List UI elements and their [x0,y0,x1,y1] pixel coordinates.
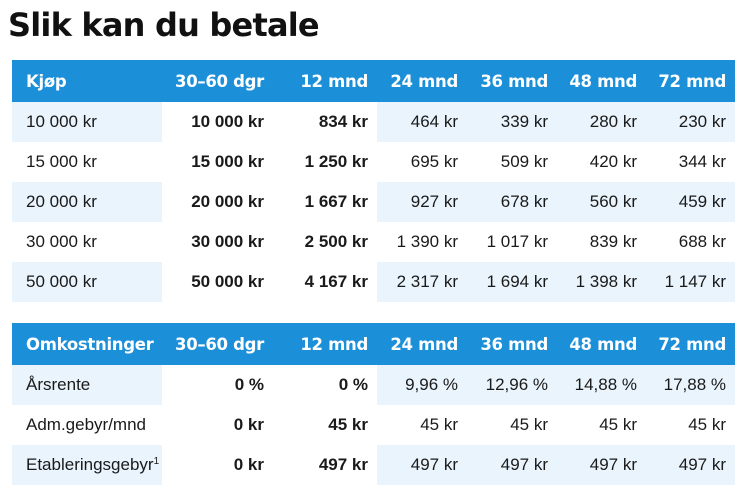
cell-72-months: 1 147 kr [646,262,735,302]
table-row: 10 000 kr 10 000 kr 834 kr 464 kr 339 kr… [12,102,735,142]
purchase-amount: 15 000 kr [12,142,162,182]
table-row: 20 000 kr 20 000 kr 1 667 kr 927 kr 678 … [12,182,735,222]
cell-12-months: 1 667 kr [273,182,377,222]
cell-24-months: 927 kr [377,182,467,222]
col-header-30-60-days: 30–60 dgr [175,334,264,354]
cell-12-months: 497 kr [273,445,377,485]
cell-12-months: 45 kr [273,405,377,445]
col-header-costs: Omkostninger [26,334,154,354]
col-header-36-months: 36 mnd [480,334,548,354]
cell-36-months: 1 694 kr [467,262,557,302]
table-row: 50 000 kr 50 000 kr 4 167 kr 2 317 kr 1 … [12,262,735,302]
col-header-12-months: 12 mnd [300,71,368,91]
cost-label: Adm.gebyr/mnd [12,405,162,445]
costs-table: Omkostninger 30–60 dgr 12 mnd 24 mnd 36 … [12,323,735,485]
cost-label-text: Etableringsgebyr [26,455,154,474]
footnote-marker: 1 [153,456,160,467]
cell-24-months: 2 317 kr [377,262,467,302]
cell-36-months: 339 kr [467,102,557,142]
cell-30-60-days: 15 000 kr [162,142,273,182]
cell-30-60-days: 0 kr [162,405,273,445]
cell-24-months: 497 kr [377,445,467,485]
cell-72-months: 688 kr [646,222,735,262]
cell-30-60-days: 0 % [162,365,273,405]
cell-48-months: 420 kr [557,142,646,182]
cell-48-months: 280 kr [557,102,646,142]
purchase-amount: 10 000 kr [12,102,162,142]
col-header-48-months: 48 mnd [569,71,637,91]
cell-72-months: 344 kr [646,142,735,182]
cell-24-months: 464 kr [377,102,467,142]
col-header-36-months: 36 mnd [480,71,548,91]
cell-12-months: 4 167 kr [273,262,377,302]
cell-30-60-days: 20 000 kr [162,182,273,222]
cell-48-months: 14,88 % [557,365,646,405]
cell-72-months: 17,88 % [646,365,735,405]
cell-36-months: 45 kr [467,405,557,445]
purchase-amount: 30 000 kr [12,222,162,262]
purchase-amount: 20 000 kr [12,182,162,222]
col-header-72-months: 72 mnd [658,71,726,91]
table-row: 15 000 kr 15 000 kr 1 250 kr 695 kr 509 … [12,142,735,182]
cell-24-months: 45 kr [377,405,467,445]
cell-72-months: 459 kr [646,182,735,222]
cell-30-60-days: 50 000 kr [162,262,273,302]
cell-30-60-days: 10 000 kr [162,102,273,142]
cell-48-months: 45 kr [557,405,646,445]
cell-48-months: 1 398 kr [557,262,646,302]
table-row: Årsrente 0 % 0 % 9,96 % 12,96 % 14,88 % … [12,365,735,405]
col-header-24-months: 24 mnd [390,334,458,354]
cell-36-months: 678 kr [467,182,557,222]
col-header-purchase: Kjøp [26,71,67,91]
cell-30-60-days: 0 kr [162,445,273,485]
table-row: Adm.gebyr/mnd 0 kr 45 kr 45 kr 45 kr 45 … [12,405,735,445]
table-row: Etableringsgebyr1 0 kr 497 kr 497 kr 497… [12,445,735,485]
cell-12-months: 834 kr [273,102,377,142]
page-title: Slik kan du betale [8,6,320,44]
purchase-header-row: Kjøp 30–60 dgr 12 mnd 24 mnd 36 mnd 48 m… [12,60,735,102]
cell-36-months: 12,96 % [467,365,557,405]
cell-48-months: 560 kr [557,182,646,222]
cell-72-months: 230 kr [646,102,735,142]
cell-48-months: 839 kr [557,222,646,262]
cell-72-months: 45 kr [646,405,735,445]
cost-label: Etableringsgebyr1 [12,445,162,485]
col-header-12-months: 12 mnd [300,334,368,354]
cell-36-months: 497 kr [467,445,557,485]
cost-label: Årsrente [12,365,162,405]
costs-header-row: Omkostninger 30–60 dgr 12 mnd 24 mnd 36 … [12,323,735,365]
cell-36-months: 1 017 kr [467,222,557,262]
cell-24-months: 9,96 % [377,365,467,405]
cell-24-months: 1 390 kr [377,222,467,262]
cell-12-months: 2 500 kr [273,222,377,262]
cell-12-months: 1 250 kr [273,142,377,182]
cell-48-months: 497 kr [557,445,646,485]
col-header-30-60-days: 30–60 dgr [175,71,264,91]
cell-36-months: 509 kr [467,142,557,182]
cell-24-months: 695 kr [377,142,467,182]
col-header-72-months: 72 mnd [658,334,726,354]
cell-12-months: 0 % [273,365,377,405]
cell-72-months: 497 kr [646,445,735,485]
purchase-table: Kjøp 30–60 dgr 12 mnd 24 mnd 36 mnd 48 m… [12,60,735,302]
col-header-48-months: 48 mnd [569,334,637,354]
col-header-24-months: 24 mnd [390,71,458,91]
purchase-amount: 50 000 kr [12,262,162,302]
table-row: 30 000 kr 30 000 kr 2 500 kr 1 390 kr 1 … [12,222,735,262]
cell-30-60-days: 30 000 kr [162,222,273,262]
